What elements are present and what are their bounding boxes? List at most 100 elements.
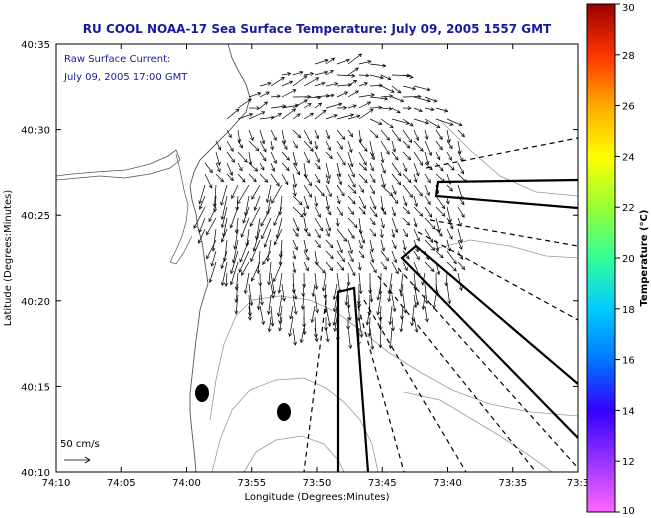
current-vector [281,162,290,172]
current-vector [435,107,449,113]
current-vector [402,184,413,198]
current-vector [256,294,261,311]
current-vector [358,140,368,152]
current-vector [358,184,364,194]
current-vector [369,184,375,195]
current-vector [259,283,264,306]
current-vector [248,140,260,152]
current-vector [314,228,321,239]
current-vector [333,316,338,332]
current-vector [369,228,377,237]
current-vector [376,294,382,316]
current-vector [292,261,297,274]
current-vector [402,250,410,260]
current-vector [446,228,453,240]
current-vector [391,228,396,239]
current-vector [303,250,310,261]
y-axis-label: Latitude (Degrees:Minutes) [3,190,14,327]
current-vector [336,206,343,217]
current-vector [421,294,426,311]
current-vector [253,195,261,211]
current-vector [215,140,222,151]
current-vector [220,184,228,206]
current-vector [314,195,319,208]
current-vector [347,90,359,98]
current-vector [380,206,387,215]
current-vector [303,140,314,152]
current-vector [210,250,217,267]
current-vector [233,228,239,250]
current-vector [369,140,375,157]
current-vector [347,67,359,76]
current-vector [391,107,401,114]
current-vector [391,85,402,94]
current-vector [281,89,297,98]
current-vector [325,261,334,272]
y-tick-label: 40:35 [21,40,50,51]
current-vector [378,316,383,331]
dumpsite-marker [277,403,291,421]
colorbar-tick-label: 16 [622,356,635,367]
current-vector [402,173,412,184]
current-vector [292,113,301,120]
coastline [189,44,251,472]
current-vector [289,305,294,320]
current-vector [391,294,397,313]
current-vector [314,217,324,232]
current-vector [314,327,319,343]
bathymetry-contour [209,295,578,421]
current-vector [378,327,383,349]
inlet-shoreline [169,153,193,265]
map-title: RU COOL NOAA-17 Sea Surface Temperature:… [83,22,552,36]
current-vector [270,162,276,172]
current-vector [198,195,206,210]
current-vector [215,162,221,173]
current-vector [369,327,375,350]
current-vector [325,327,330,343]
current-vector [369,283,374,303]
current-vector [435,195,446,210]
current-vector [347,53,363,65]
current-vector [347,206,355,216]
current-vector [357,294,362,308]
current-vector [369,239,374,253]
current-vector [402,94,422,99]
current-vector [270,173,280,187]
current-vector [336,91,349,98]
current-vector [314,239,321,249]
current-vector [325,129,331,140]
current-vector [292,283,298,300]
current-vector [314,261,326,274]
current-vector [391,96,405,103]
current-vector [391,129,401,142]
current-vector [424,239,436,251]
current-vector [380,118,394,129]
current-vector [292,151,298,167]
y-tick-label: 40:15 [21,382,50,393]
current-vector [369,206,378,218]
current-vector [402,217,411,226]
current-vector [263,228,272,248]
bathymetry-contour [403,391,553,472]
colorbar [586,3,616,513]
current-vector [402,74,414,79]
scale-label: 50 cm/s [60,439,100,450]
current-vector [336,173,343,186]
current-vector [424,283,429,305]
current-vector [270,305,275,327]
bathymetry-contour [429,239,578,259]
current-vector [237,98,252,109]
current-vector [435,184,440,195]
current-vector [336,195,341,205]
current-vector [435,283,440,297]
current-vector [336,228,348,242]
current-vector [292,162,300,176]
current-vector [325,305,332,327]
current-vector [413,316,419,333]
current-vector [250,261,261,282]
current-vector [325,82,339,87]
current-vector [380,106,393,111]
current-vector [292,239,298,251]
colorbar-tick-label: 14 [622,406,635,417]
current-vector [259,151,267,162]
